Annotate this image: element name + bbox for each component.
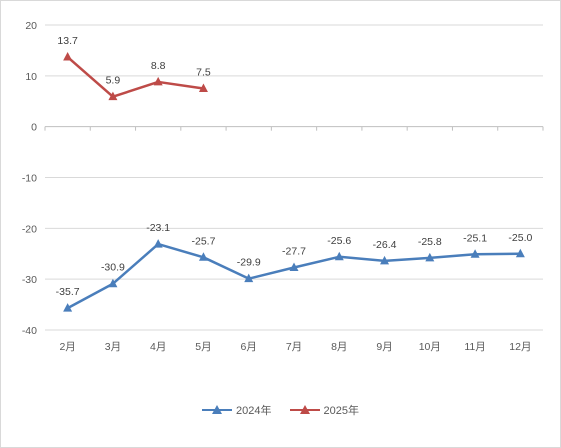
chart-legend: 2024年 2025年 xyxy=(0,402,561,418)
x-tick-label: 5月 xyxy=(195,341,211,353)
x-tick-label: 10月 xyxy=(419,341,441,353)
data-label: -27.7 xyxy=(282,245,306,257)
y-tick-label: 20 xyxy=(25,20,37,32)
data-point-marker xyxy=(334,251,344,261)
x-tick-label: 7月 xyxy=(286,341,302,353)
data-point-marker xyxy=(63,303,73,312)
data-point-marker xyxy=(198,83,208,93)
data-label: -25.1 xyxy=(463,232,487,244)
y-tick-label: -20 xyxy=(22,223,37,235)
legend-label: 2025年 xyxy=(323,405,359,417)
data-label: -26.4 xyxy=(373,239,397,251)
legend-label: 2024年 xyxy=(236,405,272,417)
data-point-marker xyxy=(425,252,435,262)
data-point-marker xyxy=(198,252,208,261)
data-label: 8.8 xyxy=(151,60,166,72)
y-tick-label: -10 xyxy=(22,173,37,185)
data-point-marker xyxy=(153,239,163,248)
legend-item: 2025年 xyxy=(289,402,359,418)
x-tick-label: 2月 xyxy=(59,341,75,353)
data-point-marker xyxy=(108,278,118,288)
data-label: -25.0 xyxy=(508,232,532,244)
data-label: 5.9 xyxy=(106,75,121,87)
data-point-marker xyxy=(63,52,73,61)
data-label: -30.9 xyxy=(101,262,125,274)
data-label: -23.1 xyxy=(146,222,170,234)
data-point-marker xyxy=(289,262,299,271)
data-label: 7.5 xyxy=(196,67,211,79)
data-point-marker xyxy=(244,273,254,283)
data-point-marker xyxy=(380,255,390,265)
y-tick-label: 0 xyxy=(31,122,37,134)
x-tick-label: 9月 xyxy=(376,341,392,353)
x-tick-label: 11月 xyxy=(464,341,485,353)
x-tick-label: 8月 xyxy=(331,341,347,353)
y-tick-label: 10 xyxy=(25,71,37,83)
data-point-marker xyxy=(153,76,163,86)
y-tick-label: -40 xyxy=(22,325,37,337)
series-line-2025年 xyxy=(66,56,204,98)
data-point-marker xyxy=(515,248,525,258)
x-tick-label: 6月 xyxy=(241,341,257,353)
data-point-marker xyxy=(470,249,480,258)
legend-swatch xyxy=(202,404,233,416)
data-label: 13.7 xyxy=(57,35,78,47)
data-label: -35.7 xyxy=(56,286,80,298)
x-tick-label: 4月 xyxy=(150,341,166,353)
data-label: -25.6 xyxy=(327,235,351,247)
x-tick-label: 12月 xyxy=(509,341,531,353)
data-label: -29.9 xyxy=(237,257,261,269)
data-label: -25.7 xyxy=(191,235,215,247)
x-tick-label: 3月 xyxy=(105,341,121,353)
data-label: -25.8 xyxy=(418,236,442,248)
legend-item: 2024年 xyxy=(202,402,272,418)
legend-swatch xyxy=(289,404,320,416)
y-tick-label: -30 xyxy=(22,274,37,286)
data-point-marker xyxy=(108,91,118,101)
